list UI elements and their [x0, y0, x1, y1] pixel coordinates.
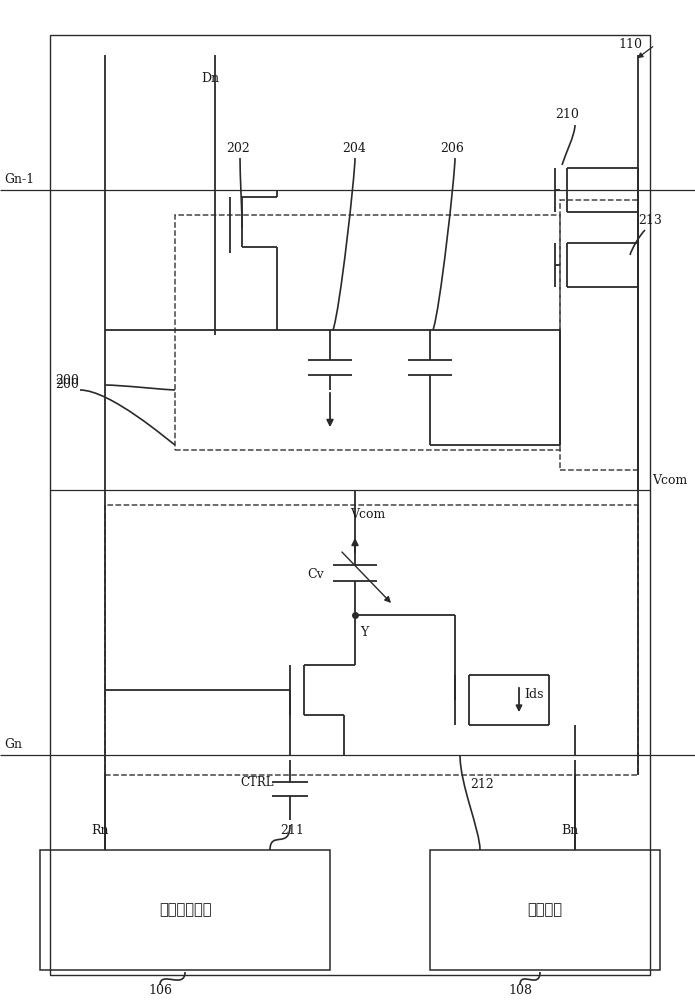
Text: 固定电压单元: 固定电压单元 [158, 903, 211, 917]
Text: Vcom: Vcom [652, 474, 687, 487]
Text: Gn-1: Gn-1 [4, 173, 34, 186]
Text: 110: 110 [618, 38, 642, 51]
Text: 200: 200 [55, 373, 79, 386]
Text: 210: 210 [555, 108, 579, 121]
Text: 212: 212 [470, 778, 493, 792]
Text: Y: Y [360, 626, 368, 640]
Text: Dn: Dn [201, 72, 219, 85]
Bar [430, 850, 660, 970]
Bar [50, 35, 650, 975]
Text: CTRL: CTRL [240, 776, 274, 788]
Bar [105, 505, 638, 775]
Bar [40, 850, 330, 970]
Text: 200: 200 [55, 378, 79, 391]
Text: 213: 213 [638, 214, 662, 227]
Text: 106: 106 [148, 984, 172, 996]
Bar [175, 215, 560, 450]
Text: 204: 204 [342, 141, 366, 154]
Text: Ids: Ids [524, 688, 543, 702]
Text: 108: 108 [508, 984, 532, 996]
Text: Cv: Cv [307, 568, 324, 582]
Text: Rn: Rn [91, 824, 108, 836]
Text: Gn: Gn [4, 738, 22, 751]
Text: 206: 206 [440, 141, 464, 154]
Text: 判断单元: 判断单元 [528, 903, 562, 917]
Text: Bn: Bn [562, 824, 579, 836]
Bar [560, 200, 638, 470]
Text: 202: 202 [226, 141, 250, 154]
Text: 211: 211 [280, 824, 304, 836]
Text: Vcom: Vcom [350, 508, 385, 522]
